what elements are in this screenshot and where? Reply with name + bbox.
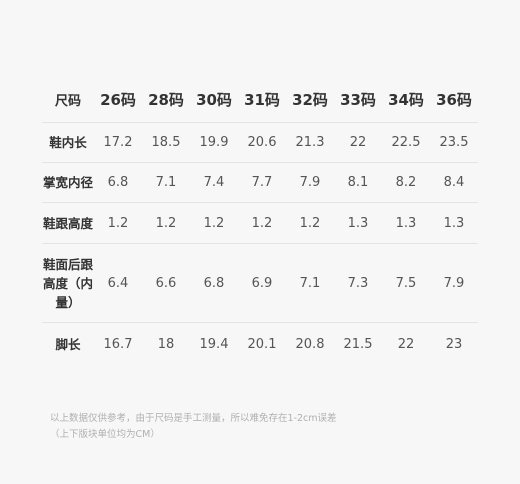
table-cell: 7.3	[347, 275, 369, 291]
row-label: 掌宽内径	[42, 175, 93, 190]
table-cell: 7.7	[251, 175, 273, 190]
table-cell: 1.2	[155, 215, 177, 231]
table-cell: 22.5	[391, 135, 421, 150]
table-cell: 20.8	[295, 337, 325, 353]
size-header-cell: 28码	[148, 90, 184, 109]
size-header-cell: 26码	[100, 90, 136, 109]
table-cell: 16.7	[103, 337, 133, 353]
size-header-cell: 36码	[436, 90, 472, 109]
table-cell: 1.2	[107, 215, 129, 231]
table-cell: 19.9	[199, 135, 229, 150]
table-cell: 18	[157, 337, 175, 353]
table-cell: 7.5	[395, 275, 417, 291]
size-chart-table: 尺码 26码 28码 30码 31码 32码 33码 34码 36码 鞋内长 1…	[42, 76, 478, 367]
table-cell: 20.1	[247, 337, 277, 353]
size-header-cell: 31码	[244, 90, 280, 109]
table-cell: 21.5	[343, 337, 373, 353]
table-cell: 1.2	[299, 215, 321, 231]
unit-note: （上下版块单位均为CM）	[50, 429, 160, 440]
row-label: 脚长	[55, 337, 81, 353]
size-column-label: 尺码	[54, 93, 81, 109]
table-cell: 23	[445, 337, 463, 353]
disclaimer-note: 以上数据仅供参考，由于尺码是手工测量，所以难免存在1-2cm误差	[50, 413, 337, 424]
table-cell: 17.2	[103, 135, 133, 150]
table-cell: 18.5	[151, 135, 181, 150]
table-cell: 20.6	[247, 135, 277, 150]
table-cell: 6.4	[107, 275, 129, 291]
table-cell: 7.9	[299, 175, 321, 190]
table-cell: 6.9	[251, 275, 273, 291]
table-row-heel-height: 鞋跟高度 1.2 1.2 1.2 1.2 1.2 1.3 1.3 1.3	[42, 202, 478, 244]
table-row-inner-length: 鞋内长 17.2 18.5 19.9 20.6 21.3 22 22.5 23.…	[42, 122, 478, 163]
row-label: 鞋跟高度	[42, 215, 93, 231]
table-row-foot-length: 脚长 16.7 18 19.4 20.1 20.8 21.5 22 23	[42, 322, 478, 367]
table-cell: 1.3	[395, 215, 417, 231]
table-cell: 1.3	[443, 215, 465, 231]
table-cell: 6.6	[155, 275, 177, 291]
table-cell: 6.8	[107, 175, 129, 190]
size-header-row: 尺码 26码 28码 30码 31码 32码 33码 34码 36码	[42, 76, 478, 123]
table-row-upper-heel-height: 鞋面后跟高度（内量） 6.4 6.6 6.8 6.9 7.1 7.3 7.5 7…	[42, 243, 478, 323]
table-cell: 1.2	[203, 215, 225, 231]
table-cell: 22	[397, 337, 415, 353]
table-cell: 19.4	[199, 337, 229, 353]
size-header-cell: 30码	[196, 90, 232, 109]
size-header-cell: 32码	[292, 90, 328, 109]
table-cell: 23.5	[439, 135, 469, 150]
table-cell: 1.2	[251, 215, 273, 231]
table-row-palm-width: 掌宽内径 6.8 7.1 7.4 7.7 7.9 8.1 8.2 8.4	[42, 162, 478, 203]
table-cell: 22	[349, 135, 367, 150]
row-label: 鞋内长	[49, 135, 87, 150]
table-cell: 1.3	[347, 215, 369, 231]
table-cell: 21.3	[295, 135, 325, 150]
table-cell: 8.2	[395, 175, 417, 190]
size-header-cell: 33码	[340, 90, 376, 109]
row-label: 鞋面后跟高度（内量）	[42, 256, 93, 310]
table-cell: 7.4	[203, 175, 225, 190]
table-cell: 8.4	[443, 175, 465, 190]
table-cell: 7.1	[155, 175, 177, 190]
table-cell: 8.1	[347, 175, 369, 190]
table-cell: 7.9	[443, 275, 465, 291]
table-cell: 7.1	[299, 275, 321, 291]
table-cell: 6.8	[203, 275, 225, 291]
size-header-cell: 34码	[388, 90, 424, 109]
